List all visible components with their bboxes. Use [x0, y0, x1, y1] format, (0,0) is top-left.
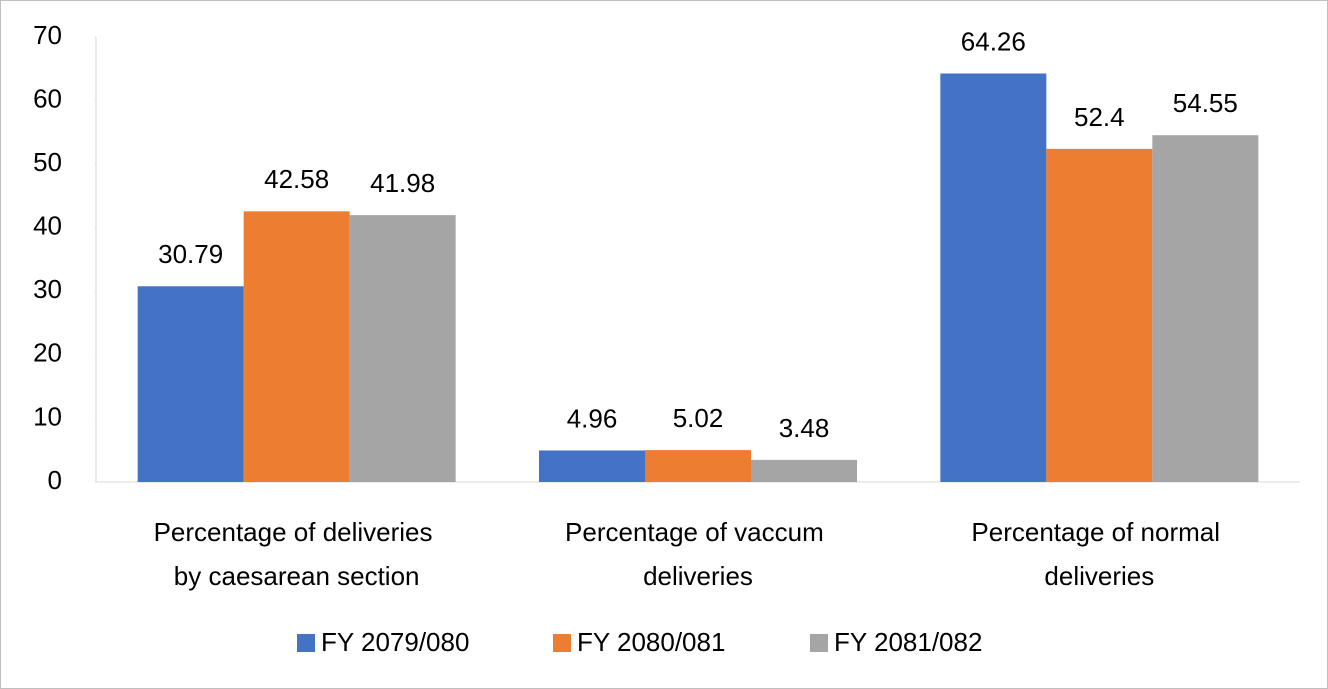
y-tick-label: 40 — [33, 211, 62, 241]
bar — [645, 450, 751, 482]
bar — [137, 286, 244, 482]
bar — [940, 73, 1047, 483]
bar — [243, 211, 350, 482]
data-label: 52.4 — [1074, 102, 1125, 132]
data-label: 3.48 — [779, 413, 830, 443]
bar — [751, 459, 857, 482]
data-label: 42.58 — [264, 164, 329, 194]
bar — [349, 215, 456, 482]
legend-label: FY 2079/080 — [321, 627, 469, 657]
legend-label: FY 2081/082 — [834, 627, 982, 657]
y-tick-label: 70 — [33, 20, 62, 50]
legend-swatch — [553, 634, 571, 652]
data-label: 30.79 — [158, 239, 223, 269]
y-tick-label: 10 — [33, 401, 62, 431]
data-label: 54.55 — [1173, 88, 1238, 118]
legend-swatch — [810, 634, 828, 652]
y-tick-label: 20 — [33, 338, 62, 368]
bar — [1152, 135, 1259, 483]
legend-swatch — [297, 634, 315, 652]
x-tick-label: Percentage of deliveries by caesarean se… — [154, 517, 440, 591]
y-tick-label: 0 — [48, 465, 62, 495]
data-label: 4.96 — [567, 403, 618, 433]
data-label: 5.02 — [673, 403, 724, 433]
x-tick-label: Percentage of normal deliveries — [971, 517, 1227, 591]
data-label: 64.26 — [961, 26, 1026, 56]
bar — [1046, 148, 1153, 482]
y-tick-label: 30 — [33, 274, 62, 304]
x-tick-label: Percentage of vaccum deliveries — [565, 517, 831, 591]
y-tick-label: 60 — [33, 83, 62, 113]
y-tick-label: 50 — [33, 147, 62, 177]
legend-label: FY 2080/081 — [577, 627, 725, 657]
data-label: 41.98 — [370, 168, 435, 198]
bar — [539, 450, 645, 482]
